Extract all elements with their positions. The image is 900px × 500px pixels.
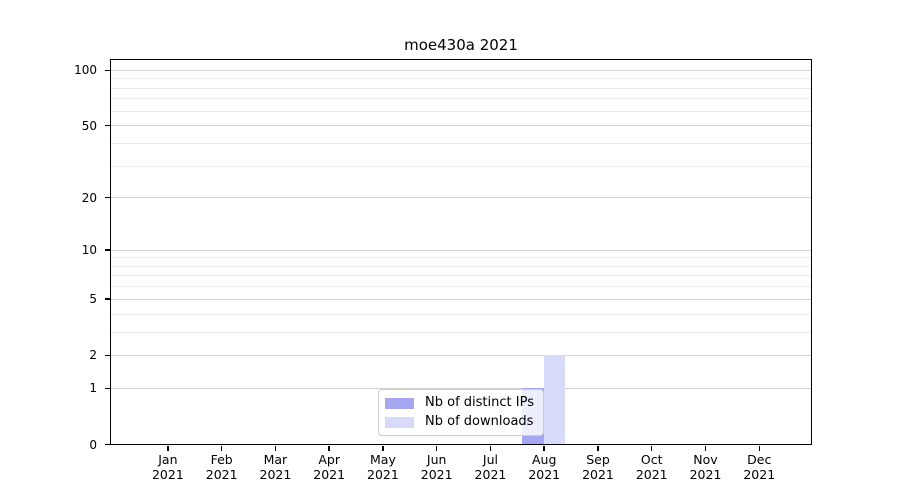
x-tick-mark bbox=[220, 446, 223, 451]
bar-downloads bbox=[543, 354, 566, 444]
y-tick-mark bbox=[105, 196, 110, 199]
y-tick-mark bbox=[105, 443, 110, 446]
minor-gridline bbox=[111, 313, 811, 315]
minor-gridline bbox=[111, 257, 811, 259]
y-tick-label: 0 bbox=[89, 437, 97, 452]
legend-label-downloads: Nb of downloads bbox=[425, 414, 534, 429]
x-tick-mark bbox=[704, 446, 707, 451]
y-tick-mark bbox=[105, 298, 110, 300]
x-tick-mark bbox=[543, 446, 545, 451]
legend-swatch-downloads bbox=[385, 416, 415, 428]
y-tick-mark bbox=[105, 387, 110, 390]
y-tick-label: 1 bbox=[89, 381, 97, 396]
y-tick-mark bbox=[105, 124, 110, 127]
legend-item-downloads: Nb of downloads bbox=[385, 415, 534, 429]
minor-gridline bbox=[111, 142, 811, 144]
y-tick-label: 20 bbox=[81, 190, 97, 205]
x-tick-label: Sep 2021 bbox=[582, 452, 614, 482]
x-tick-mark bbox=[650, 446, 653, 451]
y-tick-mark bbox=[105, 354, 110, 357]
grid-layer bbox=[111, 60, 811, 444]
x-tick-mark bbox=[435, 446, 438, 451]
major-gridline bbox=[111, 354, 811, 356]
y-tick-label: 2 bbox=[89, 348, 97, 363]
x-tick-mark bbox=[489, 446, 492, 451]
x-tick-mark bbox=[758, 446, 760, 451]
major-gridline bbox=[111, 197, 811, 199]
x-tick-label: Oct 2021 bbox=[635, 452, 668, 482]
x-tick-label: May 2021 bbox=[367, 452, 399, 482]
x-tick-label: Feb 2021 bbox=[205, 452, 238, 482]
minor-gridline bbox=[111, 87, 811, 89]
minor-gridline bbox=[111, 275, 811, 277]
legend-label-distinct-ips: Nb of distinct IPs bbox=[425, 395, 534, 410]
y-tick-label: 10 bbox=[81, 243, 97, 258]
bar-layer bbox=[111, 60, 811, 444]
plot-area: Nb of distinct IPs Nb of downloads bbox=[110, 59, 812, 445]
x-tick-label: Jun 2021 bbox=[420, 452, 453, 482]
x-tick-mark bbox=[274, 446, 277, 451]
major-gridline bbox=[111, 387, 811, 389]
x-tick-label: Nov 2021 bbox=[689, 452, 722, 482]
x-tick-label: Dec 2021 bbox=[743, 452, 776, 482]
legend: Nb of distinct IPs Nb of downloads bbox=[378, 389, 544, 436]
legend-item-distinct-ips: Nb of distinct IPs bbox=[385, 396, 534, 410]
minor-gridline bbox=[111, 98, 811, 100]
major-gridline bbox=[111, 298, 811, 300]
y-tick-mark bbox=[105, 69, 110, 72]
y-tick-label: 50 bbox=[81, 118, 97, 133]
x-tick-label: Apr 2021 bbox=[313, 452, 346, 482]
chart-title: moe430a 2021 bbox=[404, 36, 518, 54]
x-tick-label: Jul 2021 bbox=[474, 452, 507, 482]
major-gridline bbox=[111, 125, 811, 127]
major-gridline bbox=[111, 69, 811, 71]
x-tick-label: Aug 2021 bbox=[528, 452, 561, 482]
y-tick-label: 100 bbox=[74, 63, 97, 78]
minor-gridline bbox=[111, 78, 811, 80]
major-gridline bbox=[111, 249, 811, 251]
legend-swatch-distinct-ips bbox=[385, 397, 415, 409]
x-tick-mark bbox=[382, 446, 384, 451]
minor-gridline bbox=[111, 331, 811, 333]
y-tick-mark bbox=[105, 249, 110, 251]
x-tick-mark bbox=[328, 446, 330, 451]
minor-gridline bbox=[111, 286, 811, 288]
minor-gridline bbox=[111, 165, 811, 167]
minor-gridline bbox=[111, 265, 811, 267]
x-tick-mark bbox=[597, 446, 599, 451]
minor-gridline bbox=[111, 110, 811, 112]
y-tick-label: 5 bbox=[89, 292, 97, 307]
x-tick-label: Mar 2021 bbox=[259, 452, 292, 482]
x-tick-mark bbox=[167, 446, 169, 451]
x-tick-label: Jan 2021 bbox=[151, 452, 184, 482]
